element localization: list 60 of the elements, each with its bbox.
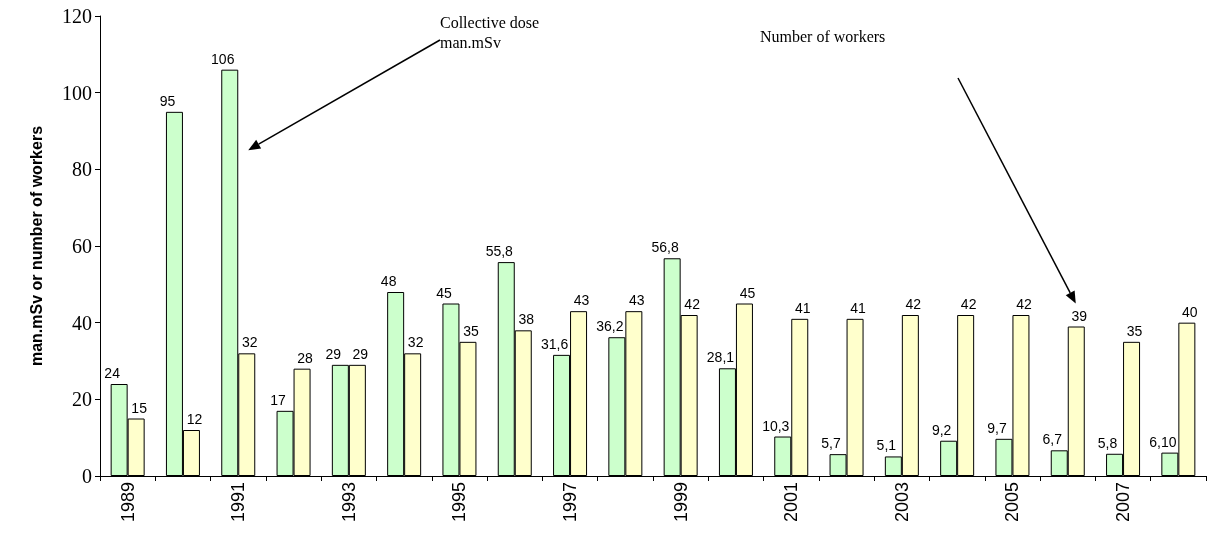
data-label: 5,1 <box>876 437 897 454</box>
x-tick-label: 2003 <box>891 482 912 523</box>
data-label: 55,8 <box>485 243 514 260</box>
y-axis-title: man.mSv or number of workers <box>27 125 45 367</box>
y-tick-label: 120 <box>62 5 92 27</box>
data-label: 24 <box>104 365 121 381</box>
data-label: 40 <box>1182 303 1198 320</box>
x-tick-label: 1995 <box>449 482 470 523</box>
x-tick-label: 1999 <box>670 482 691 523</box>
x-tick-label: 1989 <box>117 482 138 523</box>
data-label: 106 <box>211 50 235 67</box>
data-label: 35 <box>1126 322 1143 339</box>
data-label: 43 <box>573 292 590 309</box>
annotation: Number of workers <box>760 27 886 45</box>
data-label: 42 <box>684 296 701 312</box>
data-label: 48 <box>380 273 397 289</box>
data-label: 12 <box>186 411 203 427</box>
data-label: 39 <box>1071 307 1088 324</box>
data-label: 6,10 <box>1149 433 1177 450</box>
data-label: 35 <box>463 322 479 339</box>
data-label: 41 <box>794 299 811 316</box>
data-label: 6,7 <box>1042 431 1063 448</box>
data-label: 9,2 <box>931 421 952 438</box>
data-label: 45 <box>436 284 452 301</box>
data-label: 41 <box>850 299 867 316</box>
annotation: Collective dose man.mSv <box>440 13 540 51</box>
data-label: 32 <box>241 334 258 351</box>
y-tick-label: 0 <box>82 465 92 487</box>
data-label: 29 <box>325 345 342 362</box>
data-label: 28 <box>297 349 314 366</box>
data-label: 31,6 <box>540 335 569 352</box>
y-tick-label: 20 <box>72 388 92 411</box>
data-label: 42 <box>1016 296 1032 312</box>
data-label: 17 <box>270 391 287 408</box>
data-label: 38 <box>518 311 535 328</box>
y-tick-label: 100 <box>62 81 92 104</box>
data-label: 45 <box>739 284 756 301</box>
data-label: 43 <box>629 292 645 309</box>
data-label: 42 <box>905 296 922 312</box>
data-label: 36,2 <box>596 318 624 335</box>
data-label: 9,7 <box>987 419 1007 436</box>
data-label: 15 <box>131 399 148 416</box>
y-tick-label: 80 <box>72 158 92 181</box>
data-label: 32 <box>407 334 424 351</box>
data-label: 42 <box>960 296 977 312</box>
y-tick-label: 60 <box>72 235 92 257</box>
x-tick-label: 2005 <box>1002 482 1023 523</box>
x-tick-label: 1991 <box>228 482 249 523</box>
x-tick-label: 2001 <box>781 482 802 523</box>
y-tick-label: 40 <box>72 311 92 334</box>
data-label: 10,3 <box>762 417 790 434</box>
data-label: 5,7 <box>821 435 841 452</box>
data-label: 5,8 <box>1097 434 1118 451</box>
data-label: 29 <box>352 345 369 362</box>
data-label: 95 <box>159 92 176 109</box>
x-tick-label: 1997 <box>560 482 581 523</box>
data-label: 56,8 <box>651 239 679 256</box>
data-label: 28,1 <box>706 349 735 366</box>
x-tick-label: 1993 <box>338 482 359 523</box>
x-tick-label: 2007 <box>1113 482 1134 523</box>
